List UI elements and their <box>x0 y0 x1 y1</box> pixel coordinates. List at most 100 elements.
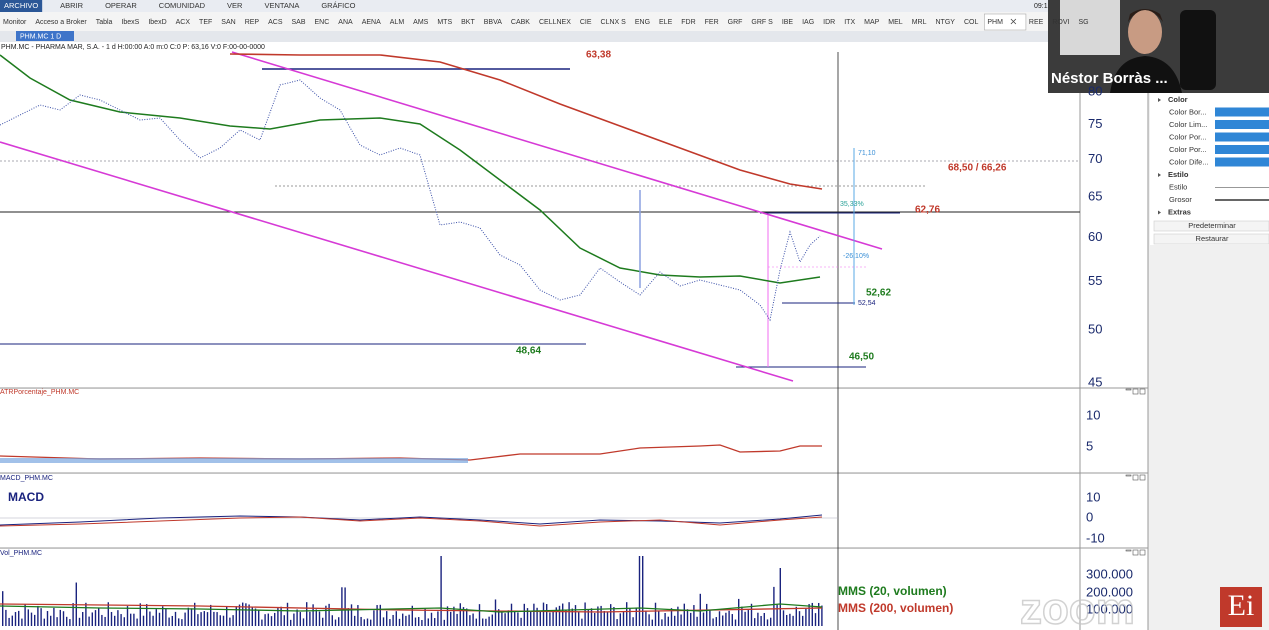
volume-bar <box>158 612 161 626</box>
tab[interactable]: GRF S <box>751 19 773 26</box>
group-arrow[interactable] <box>1158 98 1161 102</box>
tab[interactable]: IDR <box>823 19 835 26</box>
menu-item[interactable]: GRÁFICO <box>321 1 355 10</box>
menu-item[interactable]: VENTANA <box>264 1 299 10</box>
tab[interactable]: SG <box>1078 19 1088 26</box>
volume-bar <box>517 612 519 626</box>
group-arrow[interactable] <box>1158 173 1161 177</box>
property: Color Por... <box>1169 145 1207 154</box>
volume-bar <box>386 611 388 626</box>
panel-button[interactable] <box>1139 474 1146 481</box>
volume-bar <box>312 604 314 626</box>
tab[interactable]: ACS <box>268 19 283 26</box>
tab[interactable]: BKT <box>461 19 475 26</box>
color-swatch[interactable] <box>1215 120 1269 129</box>
panel-button[interactable] <box>1125 388 1132 391</box>
tab[interactable]: ALM <box>390 19 405 26</box>
tab[interactable]: AENA <box>362 19 381 26</box>
tab-close[interactable] <box>1010 18 1017 25</box>
menu-item[interactable]: COMUNIDAD <box>159 1 206 10</box>
volume-bar <box>155 609 157 626</box>
property: Estilo <box>1169 182 1187 191</box>
tab[interactable]: ANA <box>338 19 353 26</box>
menu-item[interactable]: VER <box>227 1 243 10</box>
panel-button[interactable] <box>1132 549 1139 556</box>
tab[interactable]: ACX <box>176 19 191 26</box>
volume-bar <box>114 615 116 626</box>
panel-button[interactable] <box>1139 388 1146 395</box>
color-swatch[interactable] <box>1215 132 1269 142</box>
tab[interactable]: MRL <box>912 19 927 26</box>
color-swatch[interactable] <box>1215 145 1269 154</box>
tab[interactable]: TEF <box>199 19 212 26</box>
panel-button[interactable] <box>1132 388 1139 395</box>
tab[interactable]: SAB <box>292 19 306 26</box>
tab[interactable]: REP <box>245 19 260 26</box>
tab[interactable]: PHM <box>987 19 1003 26</box>
tab[interactable]: IbexS <box>121 19 139 26</box>
tab[interactable]: IbexD <box>148 19 166 26</box>
volume-bar <box>680 614 682 626</box>
button[interactable] <box>1153 233 1269 245</box>
volume-bar <box>274 612 276 626</box>
menu-item[interactable]: ABRIR <box>60 1 84 10</box>
color-swatch[interactable] <box>1215 157 1269 167</box>
tab[interactable]: ELE <box>659 19 673 26</box>
tab[interactable]: CELLNEX <box>539 19 571 26</box>
tab[interactable]: MEL <box>888 19 903 26</box>
tab[interactable]: FER <box>705 19 719 26</box>
tab[interactable]: AMS <box>413 19 429 26</box>
tab[interactable]: Tabla <box>96 19 113 26</box>
tab[interactable]: CLNX S <box>601 19 627 26</box>
tab[interactable]: MTS <box>437 19 452 26</box>
tab[interactable]: IAG <box>802 19 814 26</box>
tab[interactable]: MAP <box>864 19 880 26</box>
volume-bar <box>69 619 71 626</box>
tab[interactable]: SAN <box>221 19 235 26</box>
volume-bar <box>11 615 13 626</box>
menu-item[interactable]: ARCHIVO <box>4 1 38 10</box>
tab[interactable]: NTGY <box>935 19 955 26</box>
tab[interactable]: CABK <box>511 19 530 26</box>
annotation: 48,64 <box>516 346 541 357</box>
volume-bar <box>821 605 823 626</box>
panel-button[interactable] <box>1125 549 1132 552</box>
volume-bar <box>600 605 602 626</box>
color-swatch[interactable] <box>1215 107 1269 117</box>
tab[interactable]: Monitor <box>3 19 27 26</box>
tab[interactable]: CIE <box>580 19 592 26</box>
panel-button[interactable] <box>1125 474 1132 477</box>
panel-button[interactable] <box>1132 474 1139 481</box>
tab[interactable]: FDR <box>681 19 695 26</box>
annotation: 68,50 / 66,26 <box>948 163 1007 174</box>
tab[interactable]: ENC <box>315 19 330 26</box>
tab[interactable]: ENG <box>635 19 650 26</box>
volume-bar <box>622 611 625 626</box>
watermark: zoom <box>1020 585 1135 630</box>
volume-bar <box>254 608 257 626</box>
volume-bar <box>34 614 36 626</box>
volume-bar <box>130 613 132 626</box>
panel-button[interactable] <box>1139 549 1146 556</box>
chart-tab[interactable] <box>16 31 74 41</box>
volume-bar <box>267 613 269 626</box>
button[interactable] <box>1153 220 1269 232</box>
webcam-name: Néstor Borràs ... <box>1051 70 1168 87</box>
tab[interactable]: ITX <box>844 19 855 26</box>
tab[interactable]: BBVA <box>484 19 502 26</box>
tab[interactable]: ROVI <box>1052 19 1069 26</box>
volume-bar <box>126 606 129 626</box>
volume-bar <box>94 610 97 626</box>
tab[interactable]: COL <box>964 19 979 26</box>
tab[interactable]: Acceso a Broker <box>35 19 87 26</box>
volume-bar <box>802 615 804 626</box>
tab[interactable]: REE <box>1029 19 1044 26</box>
tab[interactable]: IBE <box>782 19 794 26</box>
volume-bar <box>728 610 730 626</box>
button-label: Restaurar <box>1196 234 1229 243</box>
group-arrow[interactable] <box>1158 210 1161 215</box>
tab[interactable]: GRF <box>728 19 743 26</box>
volume-bar <box>8 617 10 626</box>
volume-bar <box>5 609 7 626</box>
menu-item[interactable]: OPERAR <box>105 1 137 10</box>
